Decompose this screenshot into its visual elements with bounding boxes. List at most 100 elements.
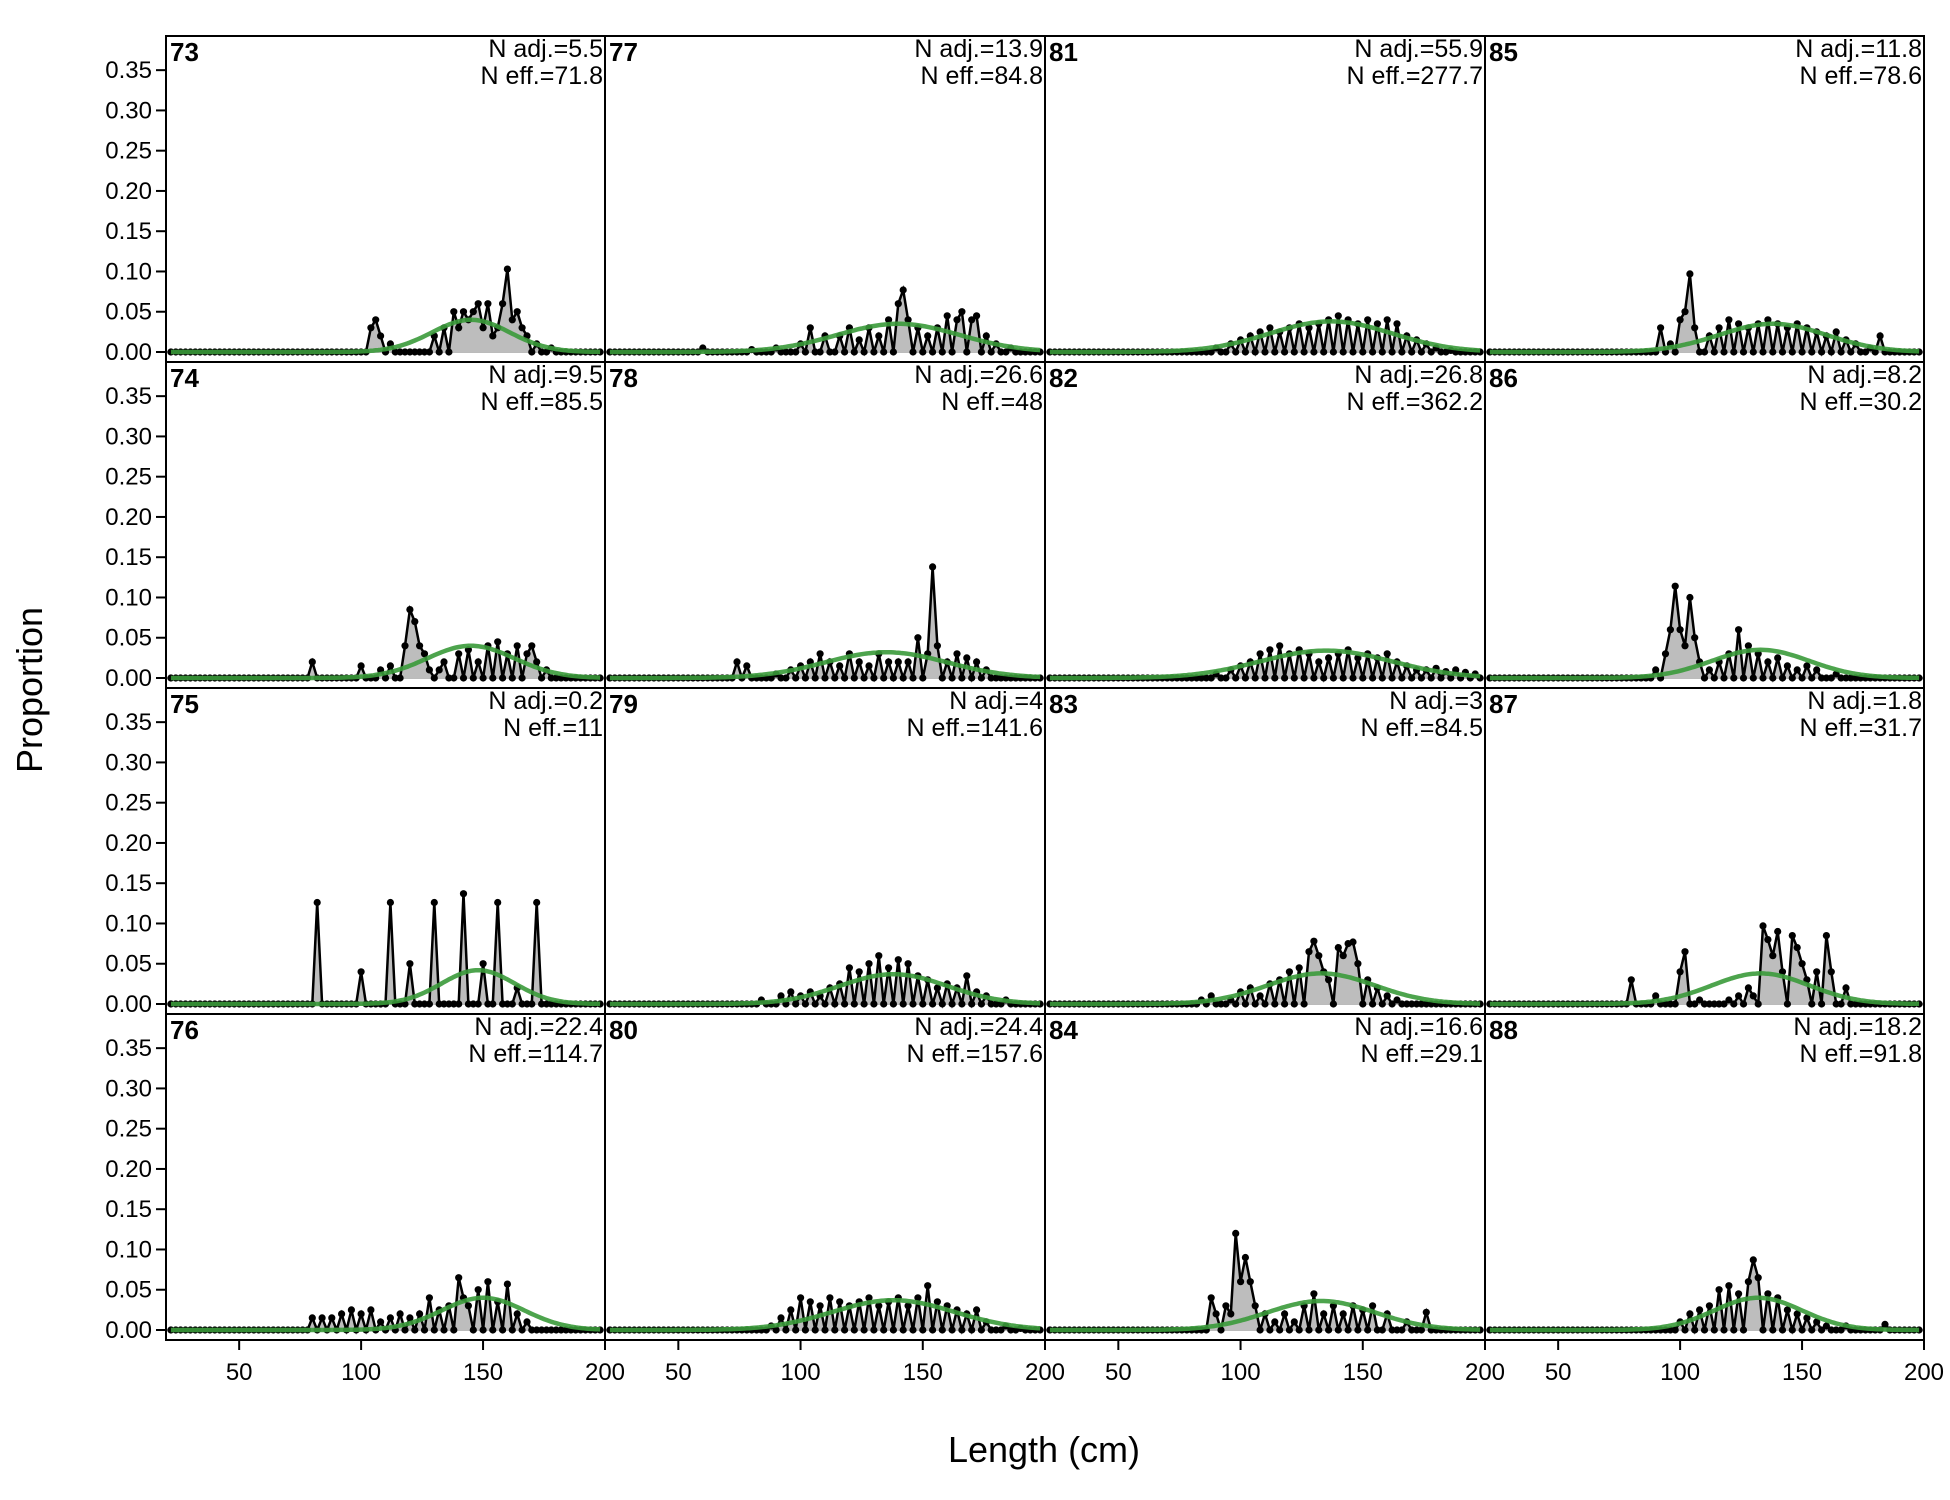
observed-point: [1730, 674, 1738, 682]
observed-point: [455, 1274, 463, 1282]
observed-point: [792, 348, 800, 356]
observed-point: [489, 332, 497, 340]
observed-point: [401, 1000, 409, 1008]
observed-point: [1261, 674, 1269, 682]
observed-point: [885, 964, 893, 972]
observed-point: [377, 332, 385, 340]
observed-point: [430, 898, 438, 907]
observed-point: [1720, 1326, 1728, 1334]
panel-id-label: 73: [170, 37, 199, 67]
observed-point: [1788, 348, 1796, 356]
observed-point: [1803, 1314, 1811, 1322]
y-tick-label: 0.05: [105, 951, 152, 978]
observed-point: [909, 348, 917, 356]
observed-point: [1378, 674, 1386, 682]
x-tick-label: 200: [1025, 1359, 1065, 1386]
panel-id-label: 87: [1489, 689, 1518, 719]
expected-line: [1489, 647, 1920, 681]
observed-point: [1266, 646, 1274, 654]
observed-point: [733, 658, 741, 666]
x-tick-label: 100: [341, 1359, 381, 1386]
observed-point: [1657, 324, 1665, 332]
n-adj-label: N adj.=55.9: [1354, 35, 1483, 63]
n-eff-label: N eff.=157.6: [907, 1040, 1043, 1068]
observed-point: [1725, 1282, 1733, 1290]
observed-point: [1793, 1310, 1801, 1318]
observed-point: [841, 348, 849, 356]
observed-point: [1710, 674, 1718, 682]
observed-point: [792, 1326, 800, 1334]
observed-point: [479, 960, 487, 968]
observed-point: [899, 1000, 907, 1008]
observed-point: [855, 968, 863, 976]
expected-line: [170, 317, 601, 355]
observed-point: [889, 674, 898, 682]
observed-point: [1744, 1278, 1752, 1286]
n-eff-label: N eff.=85.5: [480, 388, 603, 416]
observed-point: [1378, 348, 1386, 356]
observed-point: [1671, 1326, 1679, 1334]
n-adj-label: N adj.=24.4: [914, 1013, 1043, 1041]
observed-point: [1310, 937, 1318, 945]
observed-point: [1783, 1000, 1791, 1008]
observed-point: [499, 1326, 507, 1334]
observed-point: [1813, 1318, 1821, 1326]
n-eff-label: N eff.=277.7: [1347, 62, 1483, 90]
observed-point: [1241, 674, 1249, 682]
observed-point: [1813, 666, 1821, 674]
y-tick-label: 0.20: [105, 504, 152, 531]
observed-point: [450, 1326, 458, 1334]
y-tick-label: 0.25: [105, 464, 152, 491]
observed-point: [1369, 1000, 1377, 1008]
observed-point: [1290, 1000, 1298, 1008]
observed-point: [919, 1326, 927, 1334]
observed-point: [1720, 674, 1728, 682]
observed-point: [885, 316, 893, 324]
observed-point: [1207, 348, 1215, 356]
observed-point: [909, 1326, 917, 1334]
observed-point: [1691, 634, 1699, 642]
observed-point: [831, 1326, 839, 1334]
observed-point: [1369, 348, 1377, 356]
observed-point: [904, 960, 912, 968]
panel-88: 88 N adj.=18.2N eff.=91.8: [1484, 1013, 1925, 1341]
observed-point: [1290, 674, 1298, 682]
observed-point: [459, 890, 468, 898]
panel-id-label: 78: [609, 363, 638, 393]
observed-point: [997, 1326, 1005, 1334]
observed-point: [1266, 1326, 1274, 1334]
observed-point: [1251, 348, 1259, 356]
observed-point: [455, 650, 463, 658]
observed-point: [1276, 642, 1284, 650]
observed-point: [513, 642, 521, 650]
panel-grid: 73 N adj.=5.5N eff.=71.874 N adj.=9.5N eff…: [165, 35, 1925, 1341]
observed-point: [1251, 1302, 1259, 1310]
observed-point: [1876, 332, 1884, 340]
n-eff-label: N eff.=30.2: [1799, 388, 1922, 416]
observed-point: [1700, 348, 1709, 356]
expected-line: [1049, 648, 1481, 681]
y-tick-label: 0.05: [105, 299, 152, 326]
observed-point: [1778, 968, 1787, 976]
observed-point: [455, 324, 463, 332]
observed-point: [1725, 316, 1733, 324]
observed-point: [1676, 316, 1684, 324]
observed-point: [1251, 1000, 1259, 1008]
observed-point: [425, 1294, 433, 1302]
observed-point: [479, 674, 487, 682]
observed-point: [503, 1280, 511, 1288]
observed-point: [929, 1326, 937, 1334]
observed-point: [821, 1000, 829, 1008]
expected-line: [1489, 321, 1920, 355]
observed-point: [801, 1326, 810, 1334]
observed-point: [420, 650, 429, 658]
observed-point: [894, 300, 902, 308]
observed-point: [318, 1314, 326, 1322]
n-eff-label: N eff.=91.8: [1799, 1040, 1922, 1068]
observed-point: [1310, 674, 1318, 682]
observed-point: [889, 348, 898, 356]
x-tick-label: 200: [585, 1359, 625, 1386]
observed-point: [909, 1000, 917, 1008]
observed-point: [1705, 666, 1713, 674]
observed-point: [1232, 674, 1240, 682]
